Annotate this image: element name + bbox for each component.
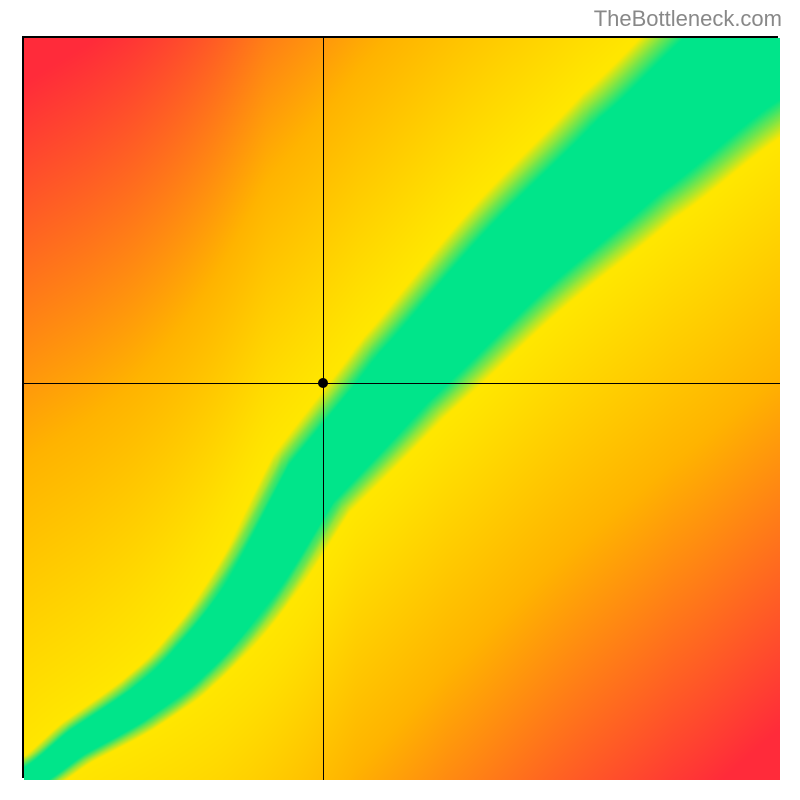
watermark-text: TheBottleneck.com (594, 6, 782, 32)
crosshair-horizontal (24, 383, 780, 384)
crosshair-vertical (323, 38, 324, 780)
chart-container: TheBottleneck.com (0, 0, 800, 800)
heatmap-canvas (24, 38, 780, 780)
plot-frame (22, 36, 778, 778)
crosshair-marker (318, 378, 328, 388)
